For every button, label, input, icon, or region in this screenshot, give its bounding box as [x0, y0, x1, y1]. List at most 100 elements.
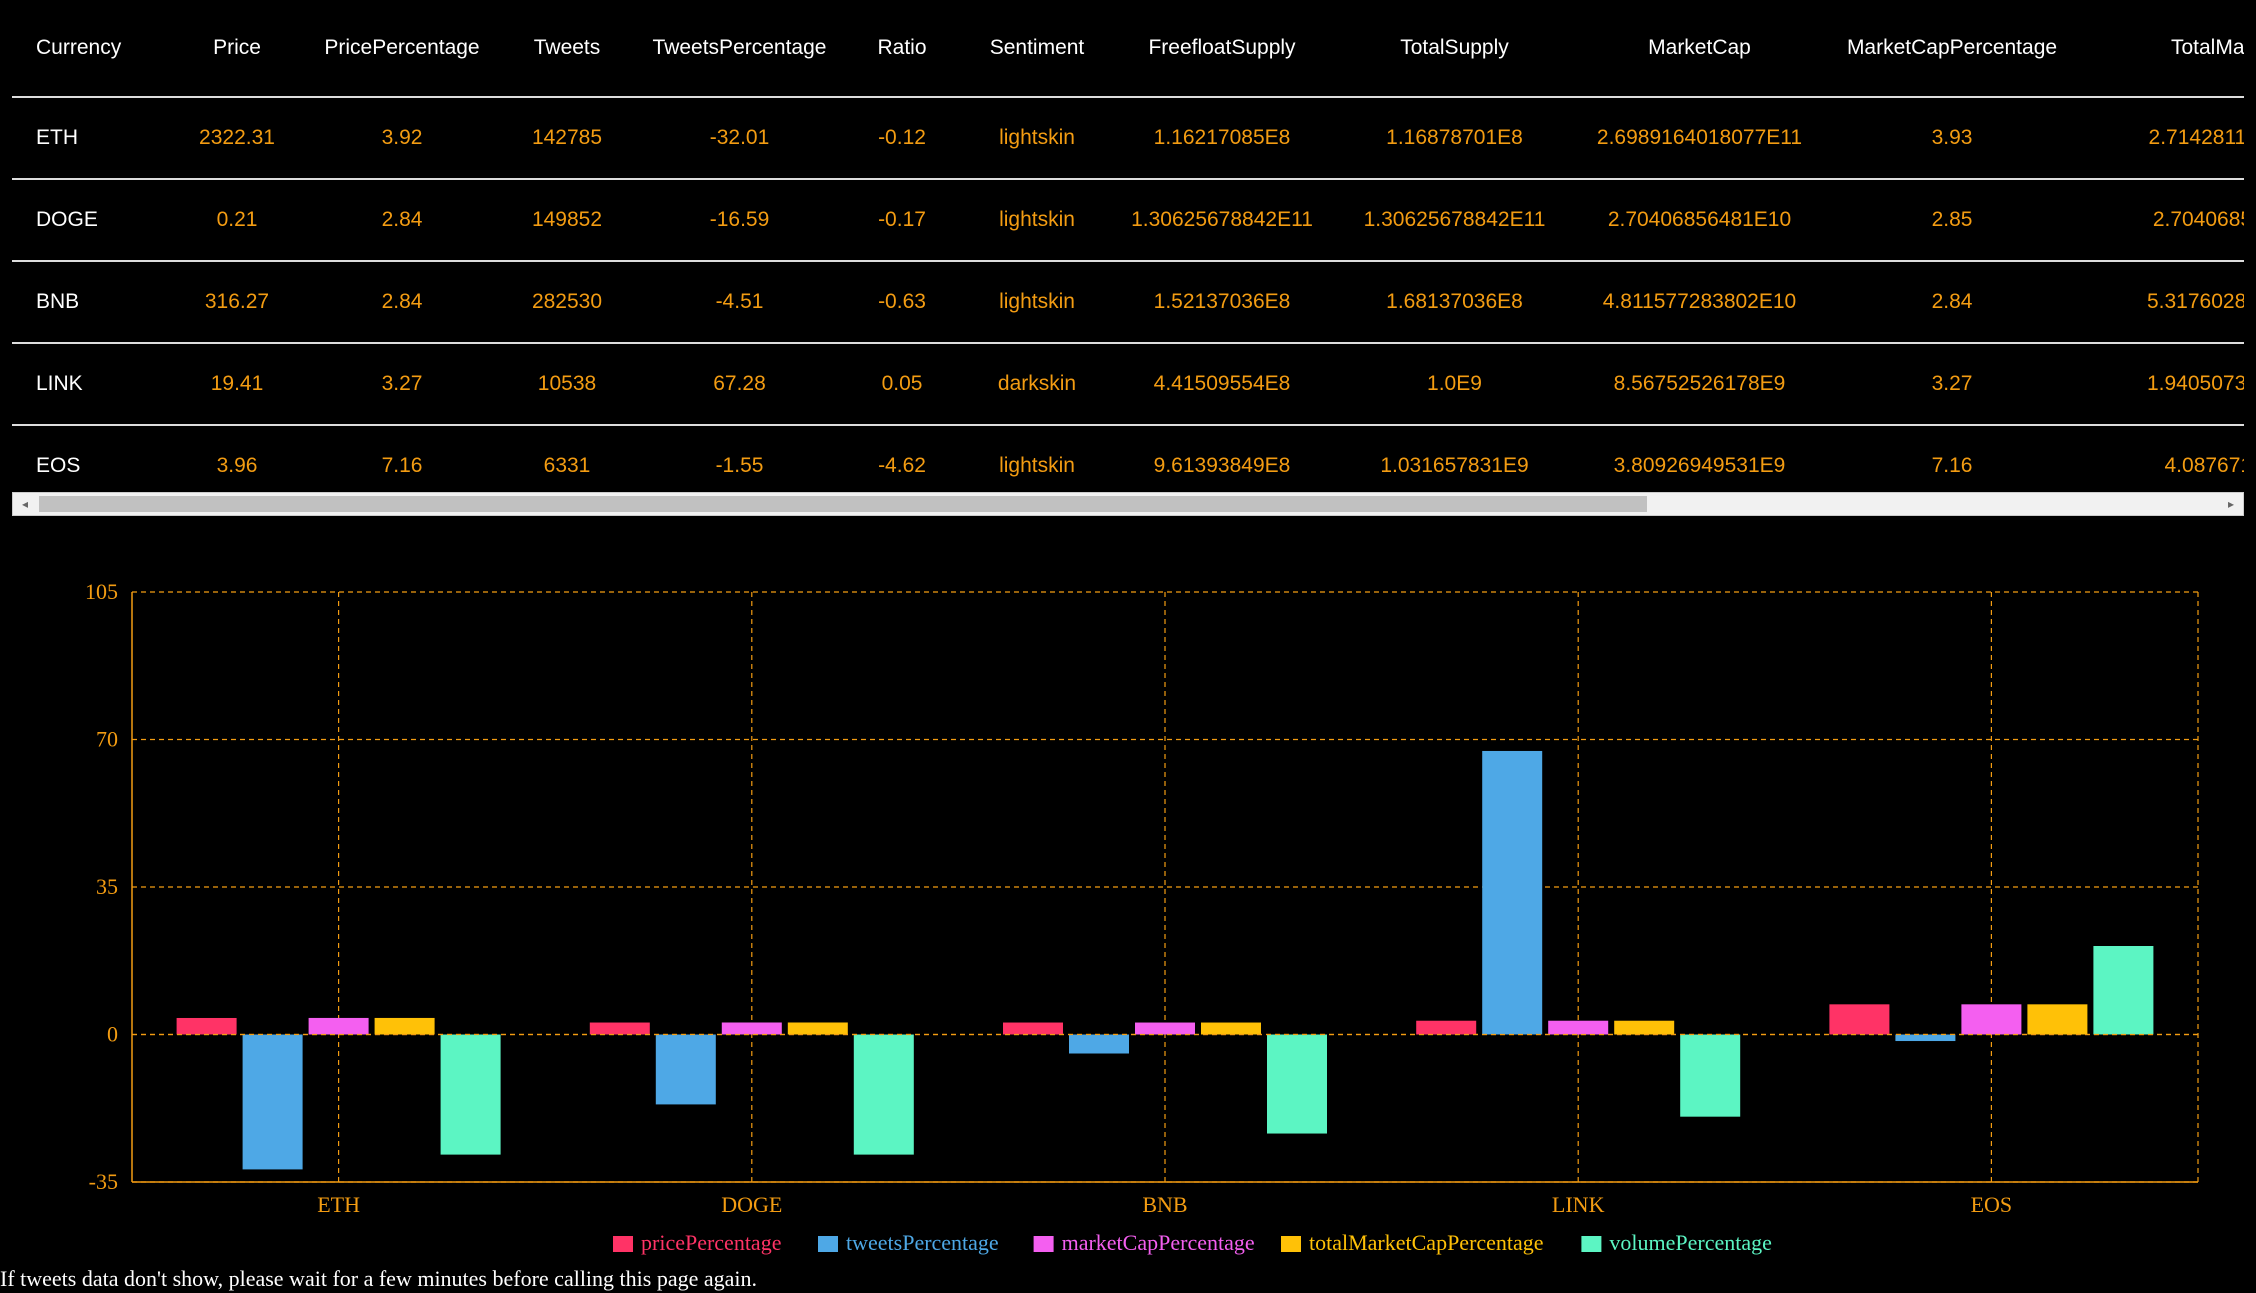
horizontal-scrollbar[interactable]: ◂ ▸	[12, 492, 2244, 516]
cell-currency: ETH	[12, 97, 162, 180]
cell-total-supply: 1.031657831E9	[1380, 454, 1529, 477]
cell-market-cap: 8.56752526178E9	[1572, 343, 1827, 426]
x-tick-label: ETH	[317, 1192, 360, 1217]
bar-totalMarketCapPercentage-LINK	[1614, 1020, 1675, 1035]
scroll-left-arrow-icon[interactable]: ◂	[21, 497, 29, 511]
bar-pricePercentage-DOGE	[589, 1022, 650, 1035]
cell-tweets-percentage: 67.28	[642, 343, 837, 426]
cell-freefloat-supply: 9.61393849E8	[1153, 454, 1291, 477]
cell-total-market-cap: 2.714281150236E11	[2077, 97, 2244, 180]
cell-sentiment: lightskin	[999, 454, 1075, 477]
bar-marketCapPercentage-LINK	[1548, 1020, 1609, 1035]
legend-label: pricePercentage	[641, 1230, 781, 1255]
table-row: EOS 3.96 7.16 6331 -1.55 -4.62 lightskin…	[12, 425, 2244, 492]
scroll-right-arrow-icon[interactable]: ▸	[2227, 497, 2235, 511]
table-row: ETH 2322.31 3.92 142785 -32.01 -0.12 lig…	[12, 97, 2244, 180]
header-sentiment[interactable]: Sentiment	[967, 0, 1107, 98]
cell-price: 0.21	[162, 179, 312, 262]
cell-market-cap-percentage: 7.16	[1931, 454, 1973, 477]
bar-volumePercentage-LINK	[1680, 1034, 1741, 1117]
legend-swatch	[1581, 1236, 1602, 1252]
bar-marketCapPercentage-DOGE	[721, 1022, 782, 1035]
bar-totalMarketCapPercentage-EOS	[2027, 1004, 2088, 1035]
scrollbar-thumb[interactable]	[39, 496, 1647, 512]
header-market-cap-percentage[interactable]: MarketCapPercentage	[1827, 0, 2077, 98]
header-currency[interactable]: Currency	[12, 0, 162, 98]
cell-sentiment: darkskin	[967, 343, 1107, 426]
table-row: BNB 316.27 2.84 282530 -4.51 -0.63 light…	[12, 261, 2244, 344]
legend-label: volumePercentage	[1609, 1230, 1772, 1255]
header-price[interactable]: Price	[162, 0, 312, 98]
cell-total-supply: 1.0E9	[1337, 343, 1572, 426]
cell-market-cap-percentage: 3.27	[1827, 343, 2077, 426]
cell-freefloat-supply: 1.52137036E8	[1107, 261, 1337, 344]
header-tweets[interactable]: Tweets	[492, 0, 642, 98]
cell-sentiment: lightskin	[967, 97, 1107, 180]
cell-currency: EOS	[36, 454, 81, 477]
bar-volumePercentage-DOGE	[853, 1034, 914, 1155]
cell-currency: DOGE	[12, 179, 162, 262]
y-tick-label: -35	[89, 1169, 118, 1194]
cell-total-market-cap: 4.0876719872E9	[2164, 454, 2245, 477]
cell-tweets-percentage: -16.59	[642, 179, 837, 262]
bar-tweetsPercentage-BNB	[1069, 1034, 1129, 1054]
bar-tweetsPercentage-ETH	[242, 1034, 303, 1170]
cell-price-percentage: 2.84	[312, 179, 492, 262]
cell-price: 19.41	[162, 343, 312, 426]
legend-swatch	[1281, 1236, 1301, 1252]
bar-totalMarketCapPercentage-DOGE	[787, 1022, 848, 1035]
header-total-supply[interactable]: TotalSupply	[1337, 0, 1572, 98]
cell-total-supply: 1.30625678842E11	[1337, 179, 1572, 262]
cell-tweets: 6331	[543, 454, 591, 477]
table-row: DOGE 0.21 2.84 149852 -16.59 -0.17 light…	[12, 179, 2244, 262]
cell-ratio: -0.17	[837, 179, 967, 262]
legend-label: marketCapPercentage	[1062, 1230, 1255, 1255]
bar-pricePercentage-EOS	[1829, 1004, 1890, 1035]
cell-market-cap: 2.70406856481E10	[1572, 179, 1827, 262]
cell-price: 2322.31	[162, 97, 312, 180]
y-tick-label: 35	[96, 874, 118, 899]
y-tick-label: 105	[85, 579, 118, 604]
cell-sentiment: lightskin	[967, 179, 1107, 262]
y-tick-label: 70	[96, 727, 118, 752]
header-tweets-percentage[interactable]: TweetsPercentage	[642, 0, 837, 98]
bar-totalMarketCapPercentage-ETH	[374, 1017, 435, 1035]
bar-volumePercentage-BNB	[1267, 1034, 1327, 1134]
cell-market-cap: 4.811577283802E10	[1572, 261, 1827, 344]
legend-label: tweetsPercentage	[846, 1230, 999, 1255]
header-freefloat-supply[interactable]: FreefloatSupply	[1107, 0, 1337, 98]
header-market-cap[interactable]: MarketCap	[1572, 0, 1827, 98]
cell-tweets: 149852	[492, 179, 642, 262]
cell-currency: LINK	[12, 343, 162, 426]
x-tick-label: EOS	[1971, 1192, 2013, 1217]
cell-tweets-percentage: -4.51	[642, 261, 837, 344]
cell-market-cap-percentage: 3.93	[1827, 97, 2077, 180]
cell-tweets: 10538	[492, 343, 642, 426]
cell-price-percentage: 3.27	[312, 343, 492, 426]
legend-swatch	[1033, 1236, 1054, 1252]
y-tick-label: 0	[107, 1022, 118, 1047]
cell-currency: BNB	[12, 261, 162, 344]
bar-tweetsPercentage-LINK	[1482, 750, 1543, 1035]
cell-market-cap: 2.6989164018077E11	[1572, 97, 1827, 180]
cell-tweets: 282530	[492, 261, 642, 344]
cell-price-percentage: 3.92	[312, 97, 492, 180]
bar-marketCapPercentage-EOS	[1961, 1004, 2022, 1035]
header-total-market-cap[interactable]: TotalMarketCap	[2077, 0, 2244, 98]
bar-pricePercentage-ETH	[176, 1017, 237, 1035]
cell-total-supply: 1.16878701E8	[1337, 97, 1572, 180]
header-price-percentage[interactable]: PricePercentage	[312, 0, 492, 98]
x-tick-label: DOGE	[721, 1192, 782, 1217]
legend-swatch	[818, 1236, 838, 1252]
table-row: LINK 19.41 3.27 10538 67.28 0.05 darkski…	[12, 343, 2244, 426]
cell-price: 3.96	[216, 454, 258, 477]
header-ratio[interactable]: Ratio	[837, 0, 967, 98]
cell-total-market-cap: 1.940507330852E10	[2077, 343, 2244, 426]
cell-tweets-percentage: -32.01	[642, 97, 837, 180]
cell-tweets: 142785	[492, 97, 642, 180]
bar-marketCapPercentage-BNB	[1135, 1022, 1195, 1035]
cell-freefloat-supply: 1.30625678842E11	[1107, 179, 1337, 262]
cell-ratio: -0.12	[837, 97, 967, 180]
percentage-bar-chart: 105 70 35 0 -35 ETH DOGE BNB LINK EOS pricePercent…	[85, 579, 2199, 1255]
cell-market-cap: 3.80926949531E9	[1613, 454, 1786, 477]
